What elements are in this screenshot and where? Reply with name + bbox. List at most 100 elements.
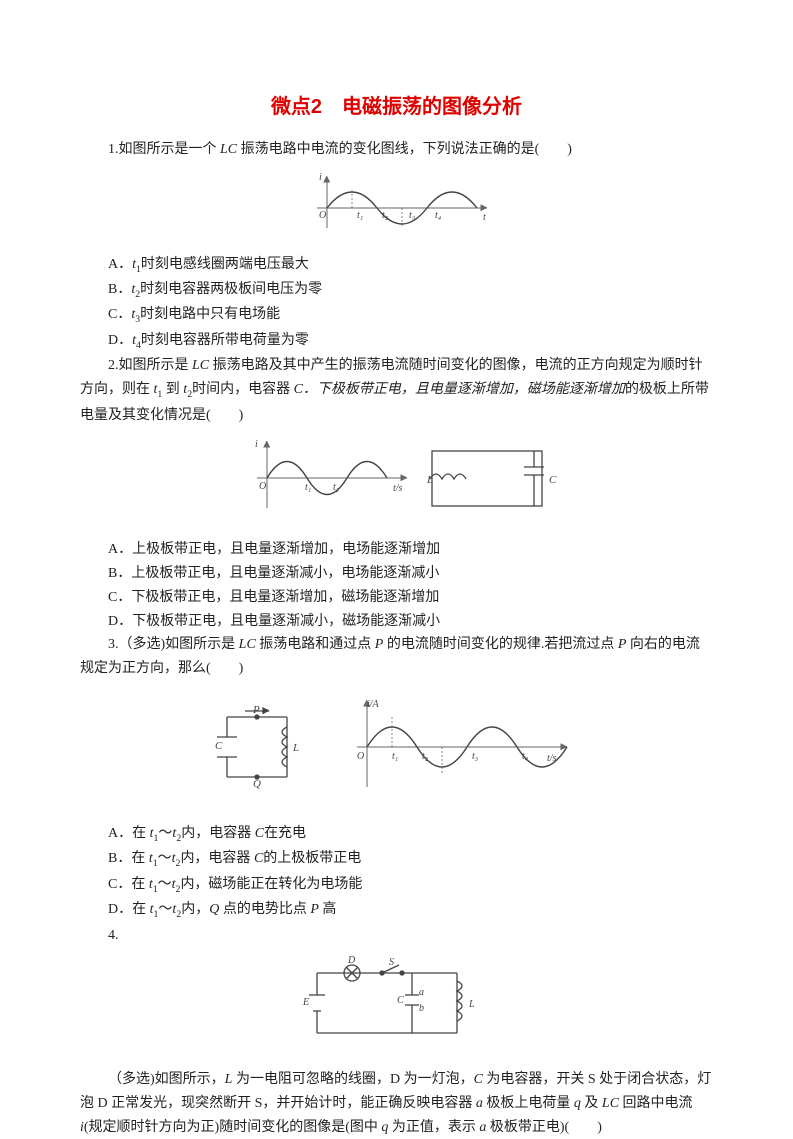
q4-sb: 为一电阻可忽略的线圈，D 为一灯泡， [232,1072,473,1087]
svg-text:t/s: t/s [393,483,403,494]
q1-b-pre: B． [108,282,131,297]
q2-sd: 时间内，电容器 [192,382,294,397]
svg-text:t₄: t₄ [435,210,442,221]
q2-figure: i O t₁ t₂ t/s L C [80,433,713,532]
q4-stem: （多选)如图所示，L 为一电阻可忽略的线圈，D 为一灯泡，C 为电容器，开关 S… [80,1068,713,1139]
svg-text:t/s: t/s [547,753,557,764]
q2-sa: 2.如图所示是 [108,358,192,373]
q1-c-pre: C． [108,307,131,322]
q1-stem-b: 振荡电路中电流的变化图线，下列说法正确的是( ) [237,142,572,157]
page-title: 微点2 电磁振荡的图像分析 [80,90,713,124]
svg-text:L: L [468,999,475,1010]
q2-lc: LC [192,358,209,373]
q1-figure: i t₁ t₂ t₃ t₄ t O [80,168,713,247]
q3-b-txt: 的上极板带正电 [263,851,361,866]
q3-b-mid: 内，电容器 [180,851,254,866]
q3-d-mid2: 点的电势比点 [219,902,310,917]
q3-a-c: C [255,826,264,841]
q3-d-s1: 1 [154,909,159,920]
q1-lc: LC [220,142,237,157]
q2-sc: 到 [162,382,183,397]
q3-d-txt: 高 [319,902,337,917]
svg-text:S: S [389,957,394,968]
q4-se: 及 [581,1096,602,1111]
q3-d-pre: D．在 [108,902,150,917]
svg-text:a: a [419,987,424,998]
q1-stem: 1.如图所示是一个 LC 振荡电路中电流的变化图线，下列说法正确的是( ) [80,138,713,162]
svg-text:C: C [215,740,223,752]
q3-sc: 的电流随时间变化的规律.若把流过点 [383,637,618,652]
q3-d-q: Q [209,902,219,917]
svg-text:i/A: i/A [367,699,380,710]
q3-b-pre: B．在 [108,851,149,866]
q1-stem-a: 1.如图所示是一个 [108,142,220,157]
q3-option-b: B．在 t1～t2内，电容器 C的上极板带正电 [80,847,713,872]
svg-text:i: i [319,172,322,183]
svg-text:t₁: t₁ [357,210,363,221]
svg-text:D: D [347,955,356,966]
q2-option-b: B．上极板带正电，且电量逐渐减小，电场能逐渐减小 [80,562,713,586]
q4-sd: 极板上电荷量 [483,1096,574,1111]
svg-text:O: O [259,481,266,492]
svg-text:P: P [252,704,260,716]
q3-c-s1: 1 [153,883,158,894]
q3-b-c: C [254,851,263,866]
q3-a-pre: A．在 [108,826,150,841]
q2-stem: 2.如图所示是 LC 振荡电路及其中产生的振荡电流随时间变化的图像，电流的正方向… [80,354,713,427]
page: 微点2 电磁振荡的图像分析 1.如图所示是一个 LC 振荡电路中电流的变化图线，… [0,0,793,1122]
svg-text:C: C [549,474,557,486]
svg-text:L: L [426,474,433,486]
q1-c-txt: 时刻电路中只有电场能 [140,307,280,322]
q3-sb: 振荡电路和通过点 [256,637,375,652]
svg-text:i: i [255,439,258,450]
q1-option-b: B．t2时刻电容器两极板间电压为零 [80,278,713,303]
svg-text:t₁: t₁ [305,482,311,493]
q3-d-p: P [310,902,319,917]
svg-text:E: E [302,997,309,1008]
q3-option-d: D．在 t1～t2内，Q 点的电势比点 P 高 [80,898,713,923]
q4-q: q [574,1096,581,1111]
q3-b-s1: 1 [153,858,158,869]
q2-option-c: C．下极板带正电，且电量逐渐增加，磁场能逐渐增加 [80,586,713,610]
q3-c-pre: C．在 [108,877,149,892]
q3-figure: C P Q L i/A O t₁ t₂ t₃ [80,687,713,816]
svg-text:t₄: t₄ [522,751,529,762]
q4-c: C [474,1072,483,1087]
svg-text:b: b [419,1003,424,1014]
q4-lc: LC [602,1096,619,1111]
q2-c: C．下极板带正电，且电量逐渐增加，磁场能逐渐增加 [294,382,625,397]
q1-option-a: A．t1时刻电感线圈两端电压最大 [80,253,713,278]
svg-text:t₃: t₃ [472,751,479,762]
q3-lc: LC [239,637,256,652]
svg-text:t₁: t₁ [392,751,398,762]
q3-a-mid: 内，电容器 [181,826,255,841]
q4-a: a [476,1096,483,1111]
svg-text:t₂: t₂ [333,482,340,493]
q1-option-c: C．t3时刻电路中只有电场能 [80,303,713,328]
q2-option-a: A．上极板带正电，且电量逐渐增加，电场能逐渐增加 [80,538,713,562]
q1-option-d: D．t4时刻电容器所带电荷量为零 [80,329,713,354]
q4-sa: （多选)如图所示， [108,1072,225,1087]
q1-a-pre: A． [108,257,132,272]
q3-a-s1: 1 [154,833,159,844]
svg-text:C: C [397,995,404,1006]
svg-text:t₂: t₂ [382,210,389,221]
q3-option-a: A．在 t1～t2内，电容器 C在充电 [80,822,713,847]
q4-figure: E D S C a b L [80,953,713,1062]
q3-d-mid: 内， [181,902,209,917]
q1-d-pre: D． [108,333,132,348]
q2-option-d: D．下极板带正电，且电量逐渐减小，磁场能逐渐减小 [80,610,713,634]
q3-option-c: C．在 t1～t2内，磁场能正在转化为电场能 [80,873,713,898]
svg-text:t₃: t₃ [409,210,416,221]
q4-sf: 回路中电流 [619,1096,693,1111]
svg-text:O: O [319,210,326,221]
q4-marker: 4. [80,924,713,948]
q1-a-txt: 时刻电感线圈两端电压最大 [141,257,309,272]
svg-text:t₂: t₂ [422,751,429,762]
q1-b-txt: 时刻电容器两极板间电压为零 [140,282,322,297]
svg-text:O: O [357,751,364,762]
q1-d-txt: 时刻电容器所带电荷量为零 [141,333,309,348]
q3-c-txt: 内，磁场能正在转化为电场能 [180,877,362,892]
q3-a-txt: 在充电 [264,826,306,841]
svg-text:L: L [292,742,299,754]
